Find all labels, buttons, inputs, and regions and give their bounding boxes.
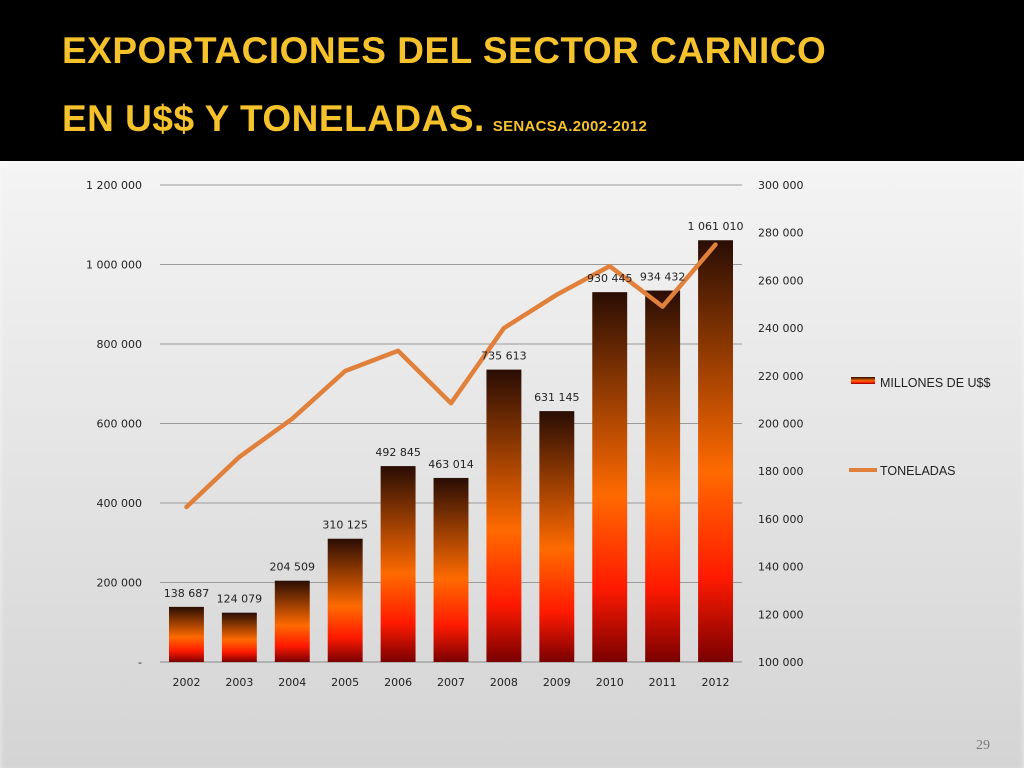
left-axis-tick-label: 1 200 000 <box>86 179 142 192</box>
bar <box>592 292 628 662</box>
tons-point <box>501 326 506 331</box>
tons-point <box>607 264 612 269</box>
bar-data-label: 463 014 <box>428 458 474 471</box>
slide-title-line-2: EN U$$ Y TONELADAS. SENACSA.2002-2012 <box>62 98 647 140</box>
x-axis-tick-label: 2009 <box>543 676 571 689</box>
x-axis-tick-label: 2008 <box>490 676 518 689</box>
right-axis: 100 000 120 000 140 000 160 000 180 000 200 0… <box>758 179 804 669</box>
x-axis-tick-label: 2004 <box>278 676 306 689</box>
page-number: 29 <box>976 738 990 753</box>
bar <box>698 240 734 662</box>
tons-point <box>290 416 295 421</box>
data-labels: 138 687 124 079 204 509 310 125 492 845 463 0… <box>164 220 744 605</box>
tons-point <box>660 304 665 309</box>
bar <box>168 606 204 662</box>
bar <box>327 538 363 662</box>
left-axis-tick-label: 800 000 <box>97 338 143 351</box>
legend: MILLONES DE U$$ TONELADAS <box>849 376 991 478</box>
legend-bar-swatch <box>851 377 875 384</box>
left-axis-tick-label: 600 000 <box>97 418 143 431</box>
slide-title-line-1: EXPORTACIONES DEL SECTOR CARNICO <box>62 30 827 71</box>
bar-data-label: 934 432 <box>640 271 686 284</box>
right-axis-tick-label: 220 000 <box>758 370 804 383</box>
legend-line-label: TONELADAS <box>880 464 956 478</box>
slide-title-main: EN U$$ Y TONELADAS. <box>62 98 485 139</box>
bar-data-label: 124 079 <box>217 593 263 606</box>
bar-data-label: 492 845 <box>375 446 421 459</box>
legend-bar-label: MILLONES DE U$$ <box>880 376 991 390</box>
x-axis-tick-label: 2012 <box>702 676 730 689</box>
right-axis-tick-label: 300 000 <box>758 179 804 192</box>
bar <box>380 466 416 662</box>
x-axis-tick-label: 2006 <box>384 676 412 689</box>
x-axis-tick-label: 2010 <box>596 676 624 689</box>
bar <box>274 580 310 662</box>
bar <box>645 290 681 662</box>
bar <box>486 369 522 662</box>
tons-point <box>237 454 242 459</box>
right-axis-tick-label: 180 000 <box>758 465 804 478</box>
tons-point <box>554 292 559 297</box>
title-bar: EXPORTACIONES DEL SECTOR CARNICO EN U$$ … <box>0 0 1024 160</box>
bar <box>221 612 257 662</box>
x-axis: 2002 2003 2004 2005 2006 2007 2008 2009 2010 2011… <box>172 676 729 689</box>
right-axis-tick-label: 140 000 <box>758 561 804 574</box>
bar-data-label: 735 613 <box>481 350 527 363</box>
bar-data-label: 930 445 <box>587 272 633 285</box>
bar-data-label: 1 061 010 <box>688 220 744 233</box>
left-axis: - 200 000 400 000 600 000 800 000 1 000 000 1 … <box>86 179 142 669</box>
left-axis-tick-label: 400 000 <box>97 497 143 510</box>
tons-point <box>396 348 401 353</box>
x-axis-tick-label: 2011 <box>649 676 677 689</box>
chart-panel: 138 687 124 079 204 509 310 125 492 845 463 0… <box>0 161 1024 768</box>
right-axis-tick-label: 260 000 <box>758 274 804 287</box>
bar-data-label: 310 125 <box>322 519 368 532</box>
tons-point <box>449 401 453 406</box>
line-series <box>184 242 718 510</box>
right-axis-tick-label: 280 000 <box>758 227 804 240</box>
x-axis-tick-label: 2002 <box>172 676 200 689</box>
x-axis-tick-label: 2005 <box>331 676 359 689</box>
right-axis-tick-label: 120 000 <box>758 608 804 621</box>
x-axis-tick-label: 2003 <box>225 676 253 689</box>
right-axis-tick-label: 100 000 <box>758 656 804 669</box>
tons-point <box>713 242 718 247</box>
bar-data-label: 138 687 <box>164 587 210 600</box>
left-axis-tick-label: - <box>138 656 142 669</box>
bar-data-label: 631 145 <box>534 391 580 404</box>
right-axis-tick-label: 160 000 <box>758 513 804 526</box>
bar <box>433 477 469 662</box>
bar-series <box>168 240 734 662</box>
bar-data-label: 204 509 <box>270 561 316 574</box>
tons-point <box>343 369 348 374</box>
right-axis-tick-label: 240 000 <box>758 322 804 335</box>
right-axis-tick-label: 200 000 <box>758 418 804 431</box>
left-axis-tick-label: 200 000 <box>97 577 143 590</box>
slide-title-source: SENACSA.2002-2012 <box>492 118 648 135</box>
combo-chart: 138 687 124 079 204 509 310 125 492 845 463 0… <box>86 179 991 689</box>
bar <box>539 411 575 662</box>
left-axis-tick-label: 1 000 000 <box>86 259 142 272</box>
x-axis-tick-label: 2007 <box>437 676 465 689</box>
tons-point <box>184 504 189 509</box>
